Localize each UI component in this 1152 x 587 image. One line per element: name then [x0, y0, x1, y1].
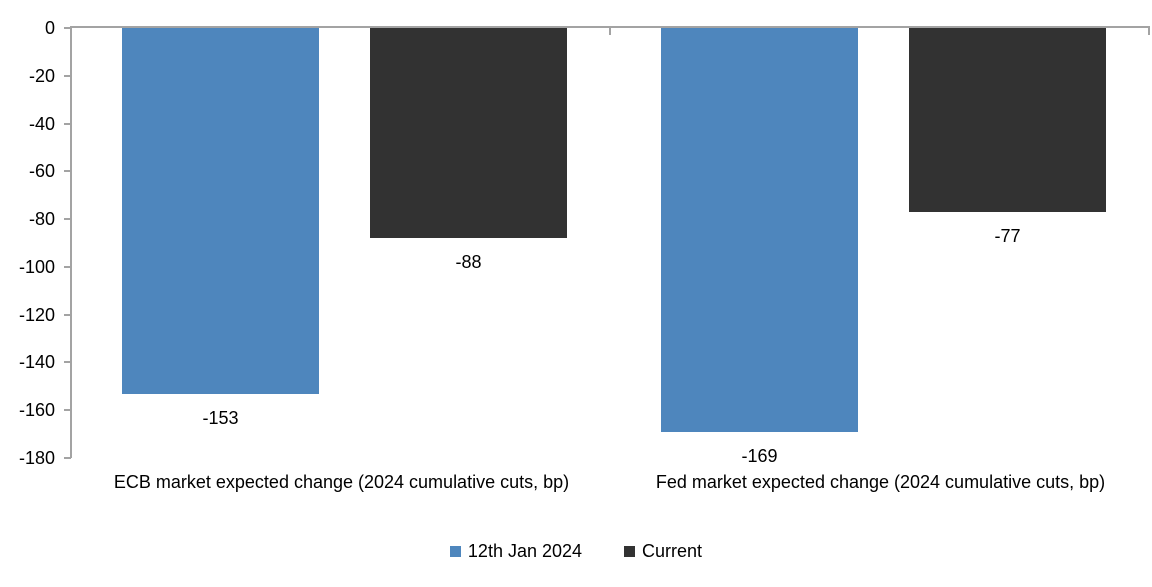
y-tick-label: -140: [18, 352, 55, 372]
y-tick-label: 0: [44, 18, 55, 38]
bar-value-label: -88: [455, 252, 482, 272]
y-tick-label: -40: [28, 114, 55, 134]
y-tick-mark: [64, 266, 71, 268]
y-tick-label: -120: [18, 305, 55, 325]
category-boundary-tick: [609, 28, 611, 35]
category-label: ECB market expected change (2024 cumulat…: [113, 472, 570, 492]
legend-label: Current: [642, 541, 703, 561]
y-tick-mark: [64, 409, 71, 411]
y-tick-label: -160: [18, 400, 55, 420]
bar-value-label: -169: [741, 446, 778, 466]
bar-current-cat1: [909, 28, 1106, 212]
y-tick-mark: [64, 314, 71, 316]
legend-swatch-icon: [449, 545, 461, 557]
bar-12th-jan-2024-cat0: [122, 28, 319, 394]
bar-12th-jan-2024-cat1: [661, 28, 858, 432]
bar-value-label: -77: [994, 226, 1021, 246]
x-axis-zero-line: [70, 26, 1150, 28]
y-tick-label: -180: [18, 448, 55, 468]
legend-item-12th-jan-2024: 12th Jan 2024: [449, 541, 583, 561]
bar-current-cat0: [370, 28, 567, 238]
y-tick-mark: [64, 27, 71, 29]
legend-item-current: Current: [624, 541, 702, 561]
y-tick-label: -100: [18, 257, 55, 277]
y-axis-line: [70, 26, 72, 458]
y-tick-mark: [64, 218, 71, 220]
y-tick-mark: [64, 457, 71, 459]
chart-legend: 12th Jan 2024 Current: [0, 541, 1152, 561]
y-tick-mark: [64, 123, 71, 125]
category-label: Fed market expected change (2024 cumulat…: [655, 472, 1106, 492]
legend-swatch-icon: [624, 545, 636, 557]
y-tick-label: -60: [28, 161, 55, 181]
legend-label: 12th Jan 2024: [467, 541, 583, 561]
y-tick-label: -20: [28, 66, 55, 86]
y-tick-mark: [64, 75, 71, 77]
y-tick-mark: [64, 170, 71, 172]
category-boundary-tick: [1148, 28, 1150, 35]
y-tick-mark: [64, 361, 71, 363]
bar-value-label: -153: [202, 408, 239, 428]
y-tick-label: -80: [28, 209, 55, 229]
